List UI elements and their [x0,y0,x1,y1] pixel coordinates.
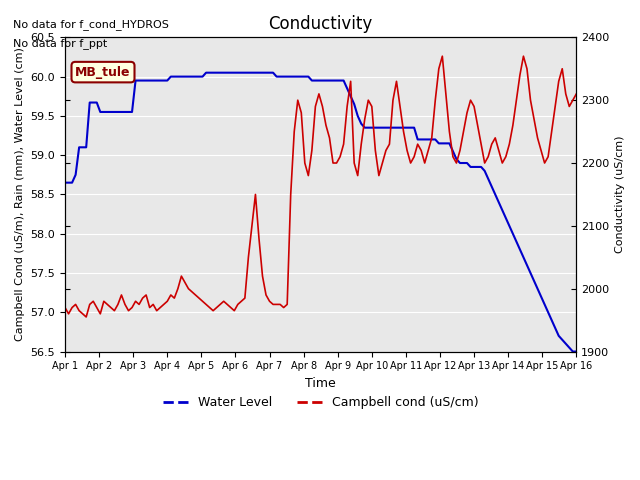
Text: MB_tule: MB_tule [76,66,131,79]
Text: No data for f_ppt: No data for f_ppt [13,38,107,49]
Title: Conductivity: Conductivity [269,15,373,33]
Y-axis label: Campbell Cond (uS/m), Rain (mm), Water Level (cm): Campbell Cond (uS/m), Rain (mm), Water L… [15,48,25,341]
X-axis label: Time: Time [305,377,336,390]
Legend: Water Level, Campbell cond (uS/cm): Water Level, Campbell cond (uS/cm) [157,391,484,414]
Text: No data for f_cond_HYDROS: No data for f_cond_HYDROS [13,19,169,30]
Y-axis label: Conductivity (uS/cm): Conductivity (uS/cm) [615,136,625,253]
